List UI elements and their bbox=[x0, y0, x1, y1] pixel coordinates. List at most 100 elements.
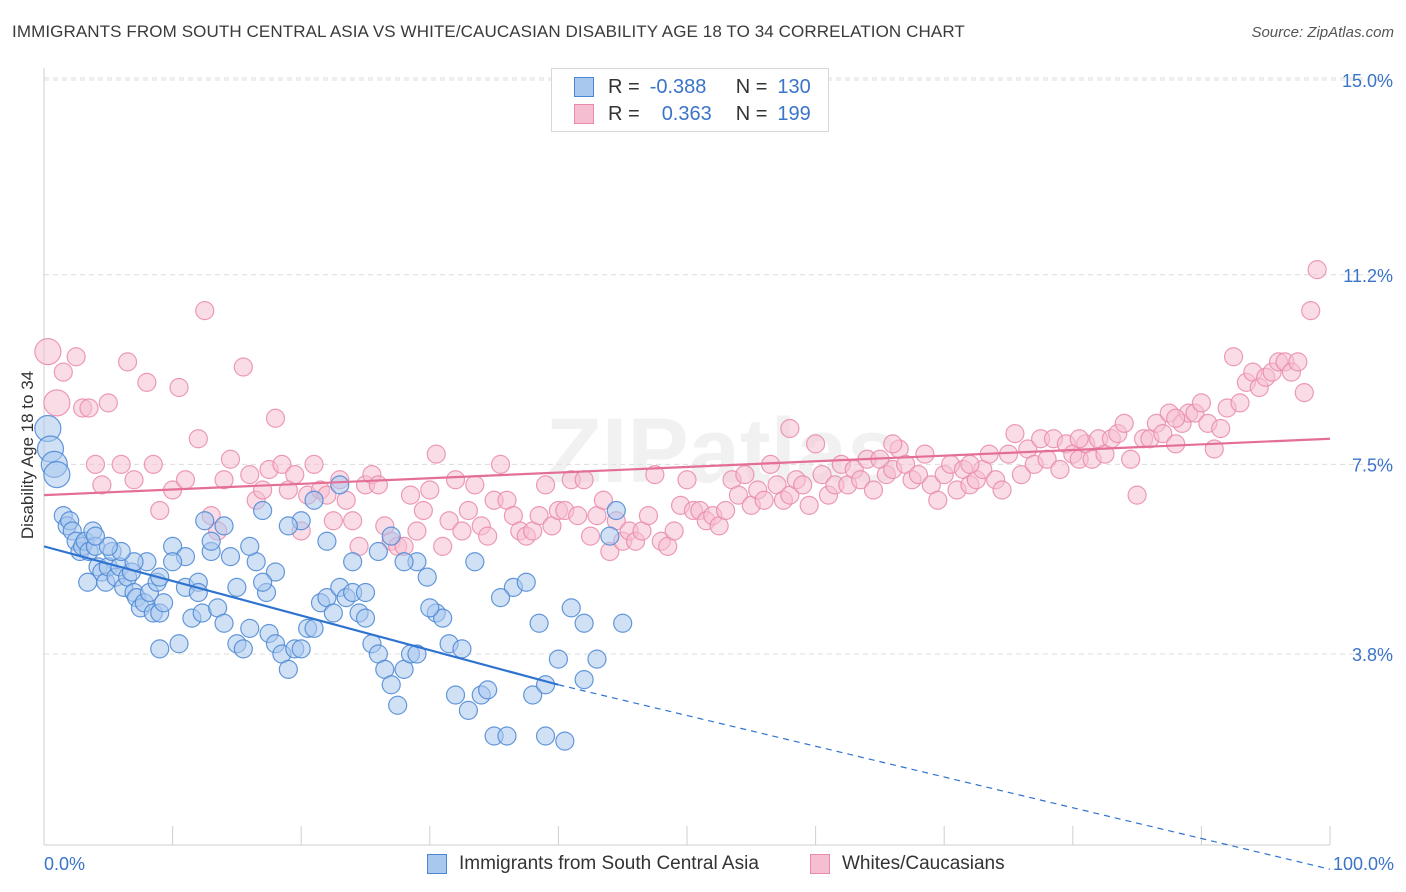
pink-point bbox=[638, 506, 659, 526]
pink-point bbox=[1050, 459, 1070, 480]
pink-point bbox=[79, 398, 99, 418]
pink-point bbox=[677, 470, 697, 490]
pink-point bbox=[735, 465, 755, 485]
pink-point bbox=[1153, 424, 1173, 444]
blue-point bbox=[452, 639, 472, 659]
pink-point bbox=[124, 470, 144, 490]
series-immigrants-south-central-asia bbox=[34, 414, 633, 751]
blue-point bbox=[227, 577, 247, 597]
pink-point bbox=[439, 511, 459, 531]
blue-point bbox=[433, 608, 453, 628]
pink-point bbox=[150, 500, 170, 521]
pink-point bbox=[490, 454, 511, 474]
pink-point bbox=[445, 470, 466, 490]
blue-point bbox=[535, 726, 556, 746]
legend-row-pink: R = 0.363 N = 199 bbox=[574, 103, 811, 125]
pink-point bbox=[265, 408, 286, 428]
blue-point bbox=[606, 500, 626, 521]
blue-point bbox=[304, 490, 324, 510]
pink-point bbox=[915, 444, 935, 464]
pink-point bbox=[1005, 424, 1025, 444]
blue-point bbox=[600, 526, 620, 546]
correlation-legend: R = -0.388 N = 130 R = 0.363 N = 199 bbox=[551, 68, 829, 132]
pink-point bbox=[1127, 485, 1147, 505]
pink-point bbox=[568, 506, 588, 526]
blue-point bbox=[201, 531, 221, 551]
pink-point bbox=[117, 352, 138, 372]
blue-point bbox=[317, 531, 337, 551]
blue-point bbox=[98, 536, 118, 556]
blue-point bbox=[368, 541, 388, 562]
blue-point bbox=[445, 685, 466, 705]
pink-point bbox=[53, 362, 73, 382]
y-axis-tick-labels: 3.8% 7.5% 11.2% 15.0% bbox=[1342, 71, 1393, 665]
blue-point bbox=[561, 598, 581, 618]
blue-trend-extension bbox=[558, 684, 1331, 870]
pink-point bbox=[812, 465, 832, 485]
y-axis-title: Disability Age 18 to 34 bbox=[18, 370, 37, 540]
blue-point bbox=[150, 639, 170, 659]
legend-r-label: R = bbox=[608, 102, 640, 125]
bottom-legend-pink: Whites/Caucasians bbox=[810, 852, 1005, 876]
blue-point bbox=[355, 582, 376, 603]
y-tick-label: 15.0% bbox=[1342, 71, 1393, 91]
blue-point bbox=[355, 608, 376, 628]
blue-point bbox=[304, 618, 324, 638]
blue-point bbox=[233, 639, 253, 659]
pink-trend-line bbox=[43, 437, 1331, 497]
pink-point bbox=[407, 521, 427, 541]
blue-point bbox=[478, 680, 498, 700]
blue-point bbox=[381, 675, 401, 695]
blue-point bbox=[330, 475, 350, 495]
legend-n-value: 130 bbox=[777, 75, 811, 98]
legend-n-label: N = bbox=[735, 75, 768, 98]
blue-point bbox=[394, 552, 414, 572]
pink-point bbox=[780, 418, 800, 439]
blue-point bbox=[407, 644, 427, 664]
pink-point bbox=[1166, 408, 1186, 428]
pink-point bbox=[220, 449, 241, 469]
blue-point bbox=[195, 511, 215, 531]
pink-point bbox=[992, 480, 1012, 500]
blue-point bbox=[85, 526, 106, 546]
pink-point bbox=[960, 454, 980, 474]
blue-point bbox=[458, 700, 478, 720]
y-tick-label: 7.5% bbox=[1352, 455, 1393, 475]
pink-point bbox=[304, 454, 324, 474]
blue-point bbox=[555, 731, 575, 751]
blue-point bbox=[253, 500, 273, 521]
blue-point bbox=[388, 695, 408, 715]
y-tick-label: 11.2% bbox=[1343, 266, 1393, 286]
blue-point bbox=[78, 572, 98, 592]
pink-point bbox=[535, 475, 556, 495]
blue-point bbox=[169, 634, 189, 654]
pink-point bbox=[400, 485, 421, 505]
pink-point bbox=[1011, 465, 1031, 485]
pink-point bbox=[1294, 383, 1314, 403]
legend-n-label: N = bbox=[735, 102, 768, 125]
x-tick-label-max: 100.0% bbox=[1333, 854, 1394, 874]
pink-point bbox=[1069, 429, 1089, 449]
blue-point bbox=[613, 613, 633, 633]
blue-point bbox=[381, 526, 401, 546]
blue-point bbox=[497, 726, 517, 746]
blue-point bbox=[516, 572, 536, 592]
blue-point bbox=[278, 516, 298, 536]
pink-point bbox=[195, 301, 215, 321]
pink-point bbox=[1301, 301, 1321, 321]
pink-point bbox=[593, 490, 614, 510]
pink-point bbox=[233, 357, 253, 377]
blue-point bbox=[265, 562, 286, 582]
pink-point bbox=[1166, 434, 1186, 454]
blue-point bbox=[220, 547, 241, 567]
pink-point bbox=[1191, 393, 1212, 413]
blue-point bbox=[153, 593, 174, 613]
pink-point bbox=[645, 465, 665, 485]
blue-point bbox=[291, 639, 311, 659]
pink-point bbox=[98, 393, 118, 413]
pink-point bbox=[478, 526, 498, 546]
pink-point bbox=[285, 465, 305, 485]
legend-n-value: 199 bbox=[777, 102, 811, 125]
pink-point bbox=[1211, 418, 1231, 439]
x-axis-ticks bbox=[43, 826, 1331, 845]
